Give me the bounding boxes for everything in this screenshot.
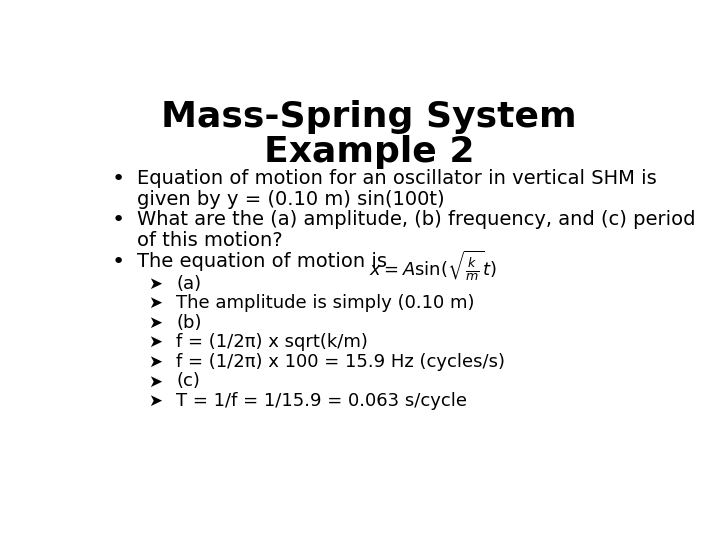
Text: f = (1/2π) x 100 = 15.9 Hz (cycles/s): f = (1/2π) x 100 = 15.9 Hz (cycles/s) bbox=[176, 353, 505, 371]
Text: •: • bbox=[111, 168, 125, 189]
Text: ➤: ➤ bbox=[148, 353, 163, 371]
Text: •: • bbox=[111, 252, 125, 272]
Text: Mass-Spring System: Mass-Spring System bbox=[161, 100, 577, 134]
Text: •: • bbox=[111, 210, 125, 231]
Text: ➤: ➤ bbox=[148, 333, 163, 352]
Text: The amplitude is simply (0.10 m): The amplitude is simply (0.10 m) bbox=[176, 294, 475, 312]
Text: (b): (b) bbox=[176, 314, 202, 332]
Text: (a): (a) bbox=[176, 275, 202, 293]
Text: What are the (a) amplitude, (b) frequency, and (c) period: What are the (a) amplitude, (b) frequenc… bbox=[138, 210, 696, 230]
Text: ➤: ➤ bbox=[148, 294, 163, 312]
Text: of this motion?: of this motion? bbox=[138, 231, 283, 250]
Text: ➤: ➤ bbox=[148, 392, 163, 410]
Text: ➤: ➤ bbox=[148, 314, 163, 332]
Text: $x = A\sin(\sqrt{\frac{k}{m}}t)$: $x = A\sin(\sqrt{\frac{k}{m}}t)$ bbox=[369, 248, 497, 284]
Text: (c): (c) bbox=[176, 373, 200, 390]
Text: ➤: ➤ bbox=[148, 275, 163, 293]
Text: T = 1/f = 1/15.9 = 0.063 s/cycle: T = 1/f = 1/15.9 = 0.063 s/cycle bbox=[176, 392, 467, 410]
Text: given by y = (0.10 m) sin(100t): given by y = (0.10 m) sin(100t) bbox=[138, 190, 445, 208]
Text: The equation of motion is: The equation of motion is bbox=[138, 252, 387, 271]
Text: Equation of motion for an oscillator in vertical SHM is: Equation of motion for an oscillator in … bbox=[138, 168, 657, 188]
Text: f = (1/2π) x sqrt(k/m): f = (1/2π) x sqrt(k/m) bbox=[176, 333, 369, 352]
Text: Example 2: Example 2 bbox=[264, 136, 474, 170]
Text: ➤: ➤ bbox=[148, 373, 163, 390]
